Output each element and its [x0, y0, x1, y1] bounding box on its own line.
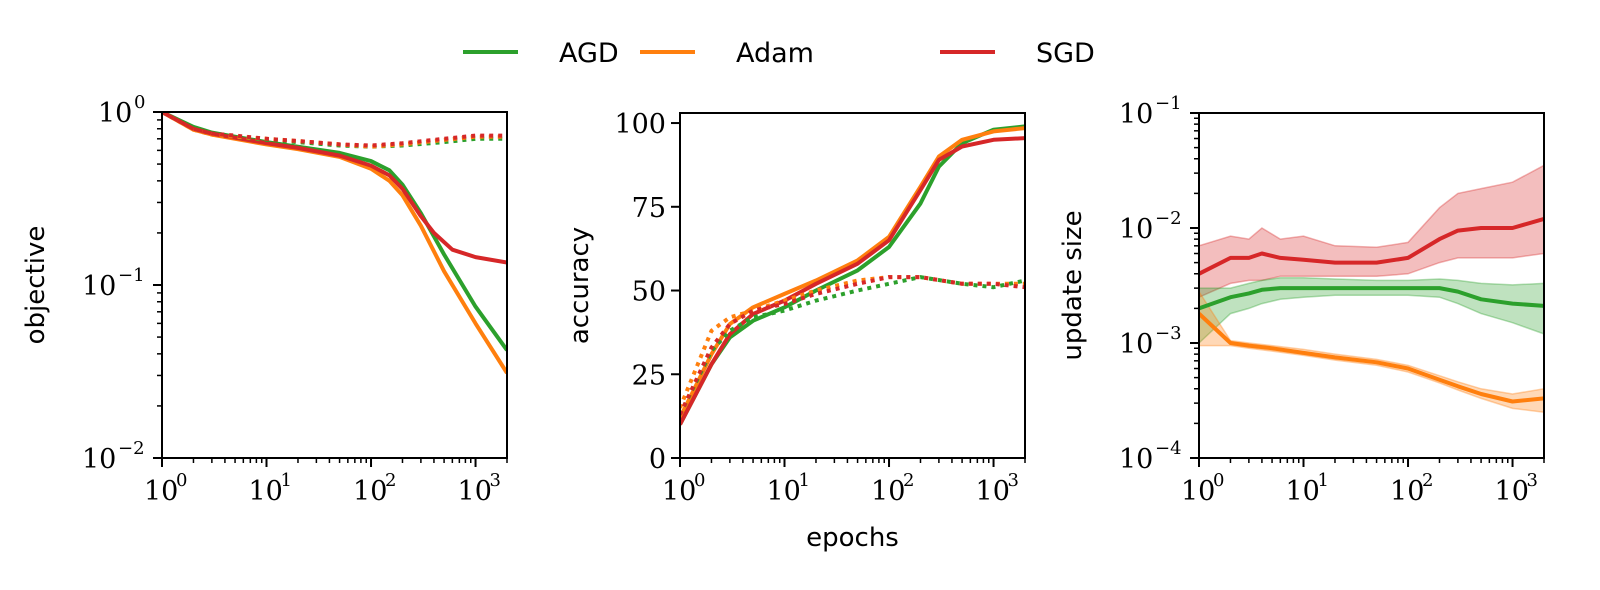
legend-label-agd: AGD	[559, 38, 619, 69]
x-tick-exponent: 0	[176, 470, 187, 491]
x-axis-label: epochs	[806, 523, 899, 553]
series-line-sgd-solid	[162, 112, 507, 265]
series-line-sgd-solid	[680, 136, 1025, 426]
x-tick-label: 10	[1390, 476, 1424, 507]
series-line-agd	[1199, 286, 1544, 311]
y-tick-label: 10	[1119, 99, 1153, 130]
series-line-agd-solid	[162, 112, 507, 352]
plot-area	[162, 112, 507, 375]
x-tick-label: 10	[871, 476, 905, 507]
band-agd	[1199, 276, 1544, 345]
y-tick-exponent: −3	[1155, 323, 1182, 344]
y-tick-label: 75	[632, 193, 666, 224]
y-tick-label: 10	[1119, 214, 1153, 245]
x-tick-exponent: 2	[903, 470, 914, 491]
band-adam	[1199, 290, 1544, 413]
x-tick-exponent: 1	[1318, 470, 1329, 491]
legend-label-adam: Adam	[736, 38, 814, 69]
y-tick-exponent: −1	[1155, 93, 1182, 114]
x-tick-exponent: 2	[385, 470, 396, 491]
x-tick-exponent: 1	[799, 470, 810, 491]
x-tick-label: 10	[976, 476, 1010, 507]
y-tick-label: 10	[1119, 329, 1153, 360]
legend: AGD Adam SGD	[463, 38, 1095, 69]
x-tick-exponent: 0	[1213, 470, 1224, 491]
series-line-sgd	[1199, 216, 1544, 276]
y-tick-exponent: −2	[118, 438, 145, 459]
x-tick-label: 10	[767, 476, 801, 507]
series-line-sgd-dotted	[162, 112, 507, 148]
x-tick-label: 10	[662, 476, 696, 507]
series-line-adam	[1199, 312, 1544, 404]
x-tick-label: 10	[1495, 476, 1529, 507]
y-tick-exponent: 0	[134, 92, 145, 113]
series-line-adam-dotted	[680, 275, 1025, 409]
y-tick-label: 10	[82, 444, 116, 475]
legend-label-sgd: SGD	[1036, 38, 1095, 69]
y-tick-label: 0	[649, 444, 666, 475]
plot-area	[680, 124, 1025, 426]
y-axis-label: accuracy	[565, 227, 595, 344]
x-tick-label: 10	[249, 476, 283, 507]
series-line-agd-dotted	[680, 275, 1025, 416]
series-line-adam-solid	[680, 126, 1025, 419]
y-axis-label: objective	[21, 226, 51, 345]
x-tick-label: 10	[458, 476, 492, 507]
series-line-agd-dotted	[162, 112, 507, 149]
x-tick-exponent: 3	[1527, 470, 1538, 491]
y-tick-exponent: −1	[118, 265, 145, 286]
axes-frame	[161, 111, 508, 459]
y-tick-label: 25	[632, 360, 666, 391]
x-tick-exponent: 0	[694, 470, 705, 491]
x-tick-exponent: 3	[1008, 470, 1019, 491]
x-tick-exponent: 2	[1422, 470, 1433, 491]
x-tick-exponent: 3	[490, 470, 501, 491]
axes-frame	[1198, 112, 1545, 459]
x-tick-label: 10	[144, 476, 178, 507]
x-tick-label: 10	[1286, 476, 1320, 507]
x-tick-label: 10	[353, 476, 387, 507]
y-tick-label: 100	[614, 109, 666, 140]
y-tick-label: 10	[82, 271, 116, 302]
y-tick-label: 10	[98, 98, 132, 129]
y-tick-exponent: −4	[1155, 438, 1182, 459]
axes-frame	[679, 112, 1026, 459]
y-tick-label: 50	[632, 277, 666, 308]
series-line-sgd-dotted	[680, 275, 1025, 416]
plot-area	[1199, 164, 1544, 413]
y-tick-label: 10	[1119, 444, 1153, 475]
band-sgd	[1199, 164, 1544, 299]
series-line-agd-solid	[680, 124, 1025, 426]
x-tick-label: 10	[1181, 476, 1215, 507]
y-tick-exponent: −2	[1155, 208, 1182, 229]
y-axis-label: update size	[1058, 210, 1088, 360]
x-tick-exponent: 1	[281, 470, 292, 491]
